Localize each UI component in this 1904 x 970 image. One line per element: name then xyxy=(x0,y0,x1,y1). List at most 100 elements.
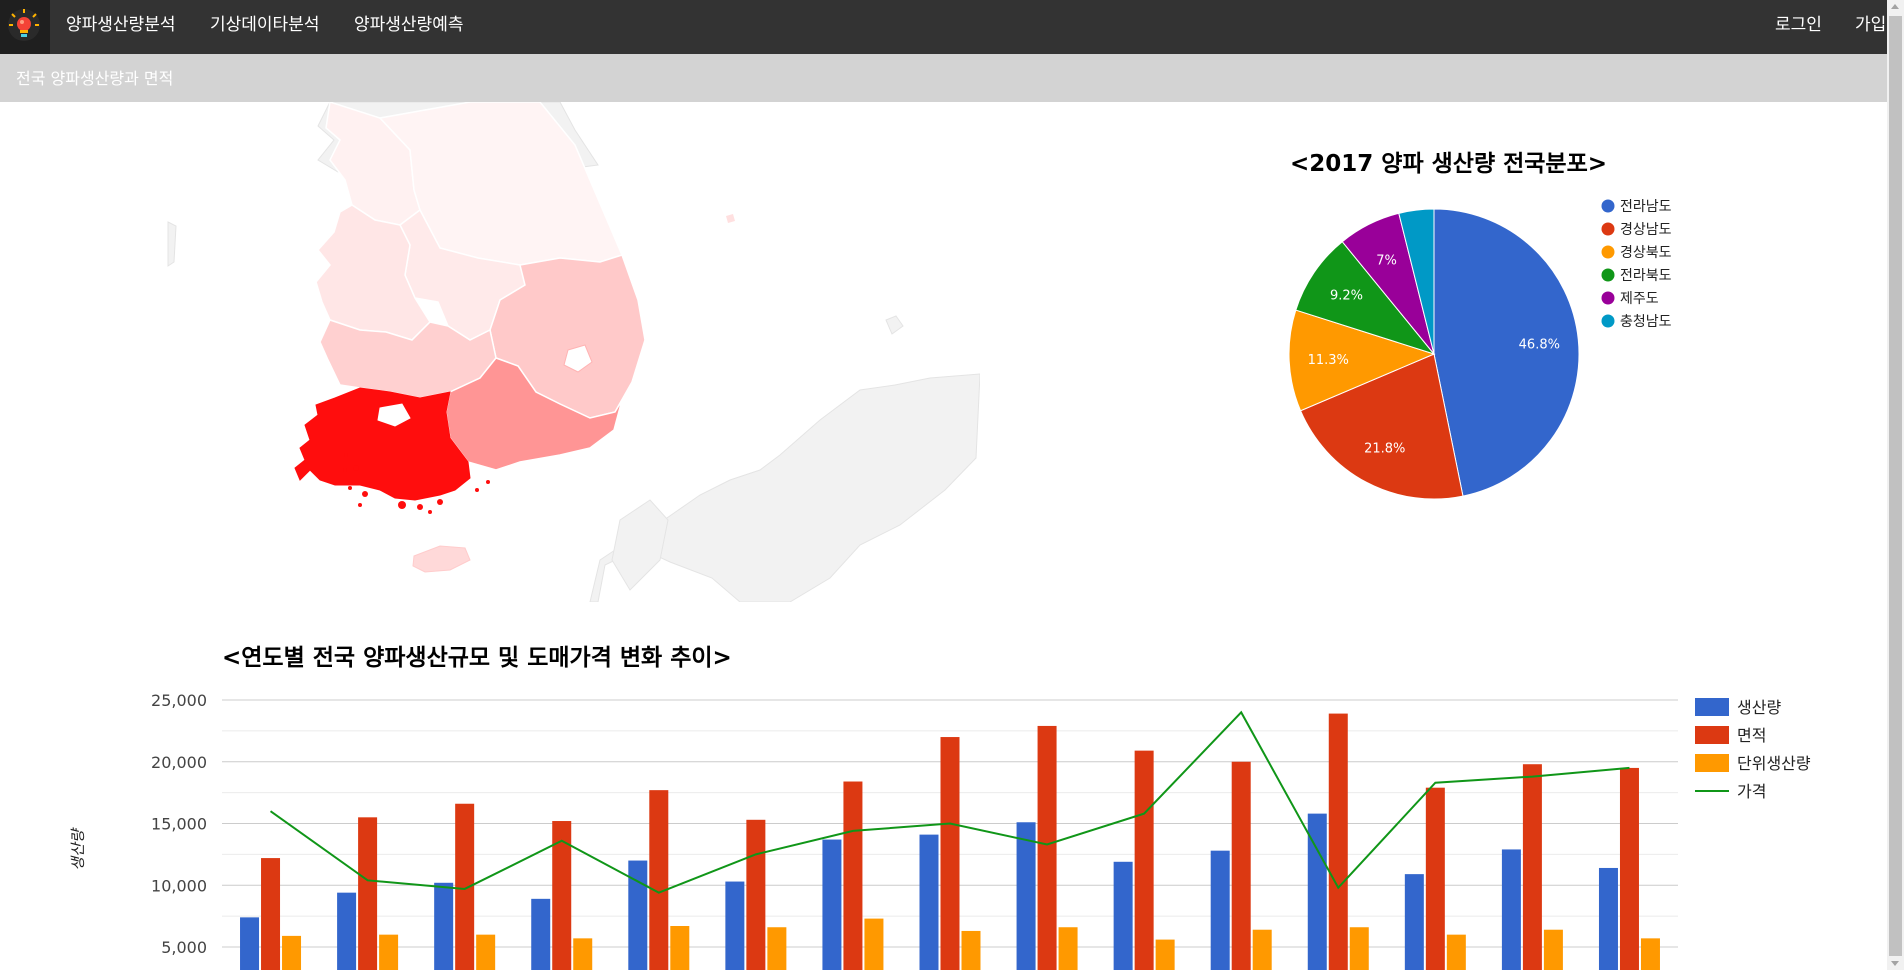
production-pie-chart: <2017 양파 생산량 전국분포> 46.8% 21.8% 11.3% 9.2% 7%… xyxy=(1288,151,1672,500)
bar-1-4[interactable] xyxy=(649,790,669,970)
pie-slice-0[interactable] xyxy=(1433,208,1580,497)
bar-2-9[interactable] xyxy=(1155,939,1175,970)
bar-1-1[interactable] xyxy=(358,817,378,970)
bar-0-1[interactable] xyxy=(337,892,357,970)
map-japan-kyushu xyxy=(611,499,669,591)
pie-legend-marker-3 xyxy=(1601,268,1615,282)
bar-1-9[interactable] xyxy=(1134,750,1154,970)
bar-2-4[interactable] xyxy=(670,926,690,970)
pie-slice-2[interactable] xyxy=(1288,309,1436,412)
pie-legend-marker-2 xyxy=(1601,245,1615,259)
top-navbar: 양파생산량분석 기상데이타분석 양파생산량예측 로그인 가입 xyxy=(0,0,1904,54)
bar-1-5[interactable] xyxy=(746,819,766,970)
legend-label-2: 단위생산량 xyxy=(1737,754,1811,773)
subheader-bar: 전국 양파생산량과 면적 xyxy=(0,54,1904,102)
pie-slice-5[interactable] xyxy=(1398,208,1435,355)
price-line[interactable] xyxy=(269,710,1630,894)
scrollbar-thumb[interactable] xyxy=(1889,16,1902,956)
y-tick-label: 5,000 xyxy=(161,938,207,957)
bar-0-12[interactable] xyxy=(1404,874,1424,970)
bar-2-2[interactable] xyxy=(476,934,496,970)
bar-0-10[interactable] xyxy=(1210,850,1230,970)
signup-link[interactable]: 가입 xyxy=(1855,15,1887,35)
pie-slice-label-0: 46.8% xyxy=(1519,337,1560,352)
yearly-production-price-combo-chart: <연도별 전국 양파생산규모 및 도매가격 변화 추이> 생산량 5,000 10… xyxy=(69,645,1811,970)
bar-0-9[interactable] xyxy=(1113,861,1133,970)
bar-2-10[interactable] xyxy=(1252,929,1272,970)
y-tick-label: 20,000 xyxy=(151,753,207,772)
pie-legend-marker-5 xyxy=(1601,314,1615,328)
bar-0-8[interactable] xyxy=(1016,822,1036,970)
map-region-daegu xyxy=(563,344,593,373)
bar-1-0[interactable] xyxy=(261,858,281,970)
login-link[interactable]: 로그인 xyxy=(1775,15,1822,35)
map-region-jeonnam xyxy=(294,387,471,501)
bar-2-3[interactable] xyxy=(573,938,593,970)
subheader-title: 전국 양파생산량과 면적 xyxy=(16,69,174,88)
nav-onion-production-analysis[interactable]: 양파생산량분석 xyxy=(66,15,176,35)
map-region-gwangju xyxy=(377,403,411,427)
pie-legend-label-5: 충청남도 xyxy=(1620,314,1672,330)
bar-0-7[interactable] xyxy=(919,834,939,970)
pie-slice-1[interactable] xyxy=(1299,353,1464,500)
bar-2-1[interactable] xyxy=(379,934,399,970)
bar-2-0[interactable] xyxy=(282,935,302,970)
bar-2-12[interactable] xyxy=(1446,934,1466,970)
scroll-up-arrow-icon[interactable] xyxy=(1891,4,1899,9)
bar-2-7[interactable] xyxy=(961,930,981,970)
bar-0-14[interactable] xyxy=(1598,867,1618,970)
legend-marker-1 xyxy=(1695,726,1729,744)
bar-2-11[interactable] xyxy=(1349,927,1369,970)
korea-region-map xyxy=(167,102,980,602)
map-region-jeju xyxy=(412,545,471,573)
bar-0-0[interactable] xyxy=(240,917,260,970)
map-jeonnam-islands xyxy=(343,453,490,514)
legend-label-3: 가격 xyxy=(1737,782,1766,801)
lightbulb-icon xyxy=(8,9,40,41)
bar-0-11[interactable] xyxy=(1307,813,1327,970)
bar-2-5[interactable] xyxy=(767,927,787,970)
bar-1-2[interactable] xyxy=(455,803,475,970)
bar-1-10[interactable] xyxy=(1231,761,1251,970)
pie-slice-label-1: 21.8% xyxy=(1364,442,1405,457)
bar-1-6[interactable] xyxy=(843,781,863,970)
map-japan-region xyxy=(589,373,980,602)
bar-1-14[interactable] xyxy=(1619,767,1639,970)
y-tick-label: 15,000 xyxy=(151,815,207,834)
bar-1-8[interactable] xyxy=(1037,725,1057,970)
pie-slice-3[interactable] xyxy=(1295,240,1436,355)
bar-2-6[interactable] xyxy=(864,918,884,970)
vertical-scrollbar[interactable] xyxy=(1887,0,1904,970)
nav-weather-data-analysis[interactable]: 기상데이타분석 xyxy=(210,15,320,35)
pie-legend-label-2: 경상북도 xyxy=(1620,245,1672,261)
bar-1-13[interactable] xyxy=(1522,764,1542,970)
pie-slice-label-3: 9.2% xyxy=(1330,289,1363,304)
bar-2-8[interactable] xyxy=(1058,927,1078,970)
pie-slice-label-4: 7% xyxy=(1376,253,1397,268)
bar-1-12[interactable] xyxy=(1425,787,1445,970)
nav-onion-production-forecast[interactable]: 양파생산량예측 xyxy=(354,15,464,35)
bar-1-7[interactable] xyxy=(940,737,960,970)
bar-0-3[interactable] xyxy=(531,898,551,970)
bar-1-11[interactable] xyxy=(1328,713,1348,970)
bar-0-2[interactable] xyxy=(434,882,454,970)
pie-legend-marker-4 xyxy=(1601,291,1615,305)
pie-legend-label-4: 제주도 xyxy=(1620,291,1659,307)
map-ulleung-island xyxy=(726,214,735,223)
bar-2-13[interactable] xyxy=(1543,929,1563,970)
scroll-down-arrow-icon[interactable] xyxy=(1891,961,1899,966)
pie-legend-label-3: 전라북도 xyxy=(1620,268,1672,284)
bar-1-3[interactable] xyxy=(552,821,572,970)
bar-0-4[interactable] xyxy=(628,860,648,970)
pie-chart-title: <2017 양파 생산량 전국분포> xyxy=(1290,151,1607,177)
map-china-region xyxy=(167,221,177,267)
legend-marker-2 xyxy=(1695,754,1729,772)
pie-legend-marker-1 xyxy=(1601,222,1615,236)
pie-legend-label-0: 전라남도 xyxy=(1620,199,1672,215)
y-tick-label: 10,000 xyxy=(151,876,207,895)
bar-0-6[interactable] xyxy=(822,839,842,970)
bar-0-5[interactable] xyxy=(725,881,745,970)
logo[interactable] xyxy=(0,0,50,54)
bar-0-13[interactable] xyxy=(1501,849,1521,970)
bar-2-14[interactable] xyxy=(1640,938,1660,970)
